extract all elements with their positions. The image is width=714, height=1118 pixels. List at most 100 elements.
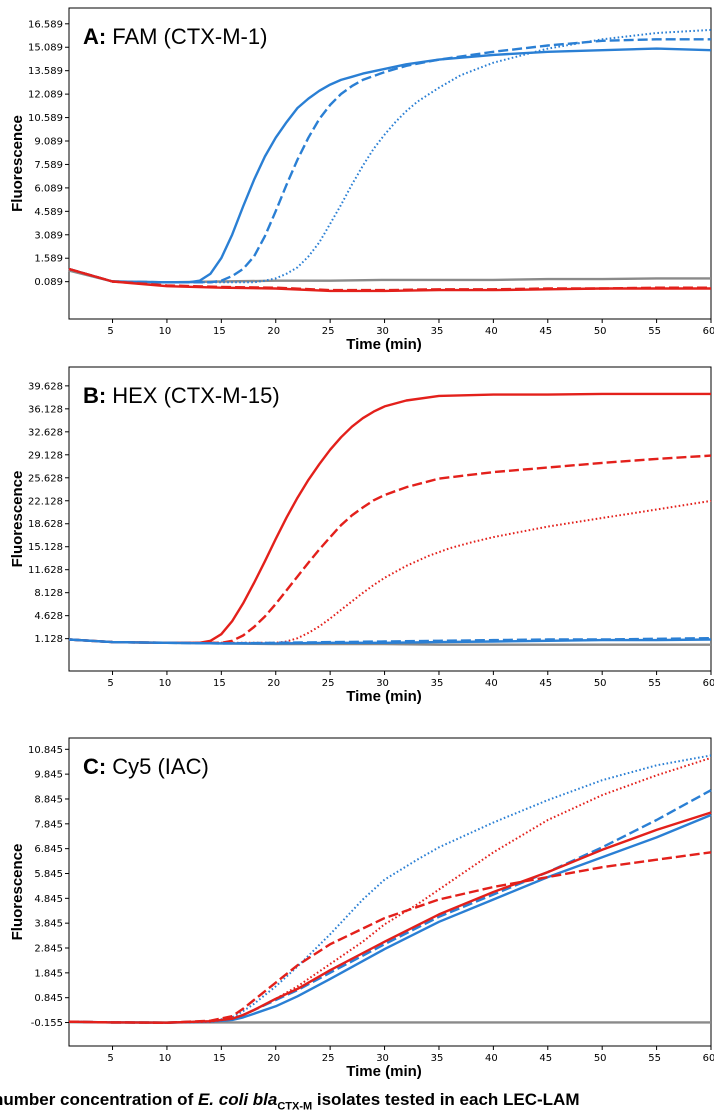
y-tick-label: 1.128 xyxy=(34,634,63,645)
y-tick-label: 0.089 xyxy=(34,277,63,288)
x-tick-label: 40 xyxy=(485,1053,498,1064)
panel-dye-target-a: FAM (CTX-M-1) xyxy=(112,24,267,49)
y-tick-label: 8.845 xyxy=(34,794,63,805)
x-tick-label: 55 xyxy=(648,678,661,689)
y-tick-label: 29.128 xyxy=(28,450,63,461)
panel-letter-b: B: xyxy=(83,383,106,408)
panel-title-b: B: HEX (CTX-M-15) xyxy=(83,383,280,408)
y-tick-label: 0.845 xyxy=(34,993,63,1004)
figure-canvas: 0.089 1.589 3.089 4.589 6.089 7.589 9.089 10.58… xyxy=(9,7,714,1080)
x-axis-title: Time (min) xyxy=(346,688,422,705)
x-axis-title: Time (min) xyxy=(346,1063,422,1080)
series-line-ctx-m-1-dashed xyxy=(68,38,711,284)
x-tick-label: 20 xyxy=(267,1053,280,1064)
y-tick-label: 32.628 xyxy=(28,427,63,438)
series-line-ctx-m-1-solid xyxy=(68,47,712,284)
y-tick-label: 25.628 xyxy=(28,473,63,484)
y-tick-label: 9.845 xyxy=(34,770,63,781)
x-tick-label: 5 xyxy=(107,678,113,689)
panel-a-fam: 0.089 1.589 3.089 4.589 6.089 7.589 9.089 10.58… xyxy=(9,7,714,353)
x-tick-label: 25 xyxy=(322,678,335,689)
panel-dye-target-c: Cy5 (IAC) xyxy=(112,754,209,779)
plot-area-frame xyxy=(68,737,712,1047)
y-tick-label: 16.589 xyxy=(28,19,63,30)
y-tick-label: 9.089 xyxy=(34,137,63,148)
x-tick-label: 50 xyxy=(594,678,607,689)
x-tick-label: 50 xyxy=(594,1053,607,1064)
y-tick-label: 11.628 xyxy=(28,565,63,576)
x-tick-label: 25 xyxy=(322,326,335,337)
y-tick-label: 36.128 xyxy=(28,404,63,415)
x-tick-label: 30 xyxy=(376,1053,389,1064)
panel-b-hex: 1.128 4.628 8.128 11.628 15.128 18.628 22.128 2… xyxy=(9,366,714,705)
x-tick-label: 45 xyxy=(539,326,552,337)
x-tick-label: 55 xyxy=(648,326,661,337)
x-tick-label: 35 xyxy=(431,1053,444,1064)
x-tick-label: 30 xyxy=(376,326,389,337)
caption-subscript: CTX-M xyxy=(277,1100,313,1113)
y-tick-label: 39.628 xyxy=(28,381,63,392)
y-tick-label: 13.589 xyxy=(28,66,63,77)
series-line-ctx-m-15-solid xyxy=(68,392,711,644)
panel-dye-target-b: HEX (CTX-M-15) xyxy=(112,383,279,408)
series-line-ctx-m-15-dotted xyxy=(68,756,712,1024)
x-tick-label: 15 xyxy=(213,1053,226,1064)
x-tick-label: 55 xyxy=(648,1053,661,1064)
series-line-ctx-m-15-dashed xyxy=(68,454,712,644)
x-tick-label: 45 xyxy=(539,678,552,689)
y-tick-label: 4.628 xyxy=(34,611,63,622)
plot-area-frame xyxy=(68,366,712,672)
y-axis-title: Fluorescence xyxy=(9,471,26,568)
x-tick-label: 10 xyxy=(159,678,172,689)
plot-area-frame xyxy=(68,7,712,320)
x-tick-label: 60 xyxy=(703,678,714,689)
caption-organism: E. coli bla xyxy=(197,1090,278,1109)
panel-letter-c: C: xyxy=(83,754,106,779)
panel-letter-a: A: xyxy=(83,24,106,49)
x-tick-label: 40 xyxy=(485,678,498,689)
y-tick-label: 7.589 xyxy=(34,160,63,171)
x-tick-label: 30 xyxy=(376,678,389,689)
y-tick-label: -0.155 xyxy=(31,1018,63,1029)
y-tick-label: 12.089 xyxy=(28,90,63,101)
x-tick-label: 50 xyxy=(594,326,607,337)
x-tick-label: 5 xyxy=(107,1053,113,1064)
y-tick-label: 10.845 xyxy=(28,745,63,756)
series-line-ctx-m-15-dashed xyxy=(68,851,712,1024)
y-tick-label: 4.589 xyxy=(34,207,63,218)
y-tick-label: 4.845 xyxy=(34,894,63,905)
x-tick-label: 15 xyxy=(213,326,226,337)
x-tick-label: 25 xyxy=(322,1053,335,1064)
series-line-ctx-m-15-dashed xyxy=(68,267,711,292)
series-line-ctx-m-1-dotted xyxy=(68,28,712,284)
caption-suffix: isolates tested in each LEC-LAM xyxy=(312,1090,580,1109)
y-tick-label: 10.589 xyxy=(28,113,63,124)
y-tick-label: 22.128 xyxy=(28,496,63,507)
series-line-ctx-m-15-dotted xyxy=(68,499,712,644)
series-line-ctx-m-1-dashed xyxy=(68,637,712,645)
y-tick-label: 1.589 xyxy=(34,254,63,265)
y-tick-label: 18.628 xyxy=(28,519,63,530)
caption-prefix: number concentration of xyxy=(0,1090,198,1109)
x-tick-label: 10 xyxy=(159,326,172,337)
x-tick-label: 35 xyxy=(431,326,444,337)
y-tick-label: 8.128 xyxy=(34,588,63,599)
y-tick-label: 5.845 xyxy=(34,869,63,880)
y-tick-label: 6.089 xyxy=(34,183,63,194)
figure-caption: number concentration of E. coli blaCTX-M… xyxy=(0,1090,714,1112)
panel-title-c: C: Cy5 (IAC) xyxy=(83,754,209,779)
y-tick-label: 7.845 xyxy=(34,819,63,830)
panel-title-a: A: FAM (CTX-M-1) xyxy=(83,24,267,49)
y-axis-title: Fluorescence xyxy=(9,115,26,212)
x-tick-label: 45 xyxy=(539,1053,552,1064)
x-tick-label: 60 xyxy=(703,326,714,337)
x-tick-label: 20 xyxy=(267,678,280,689)
x-axis-title: Time (min) xyxy=(346,336,422,353)
x-tick-label: 35 xyxy=(431,678,444,689)
y-tick-label: 3.845 xyxy=(34,919,63,930)
panel-c-cy5: -0.155 0.845 1.845 2.845 3.845 4.845 5.845 6.84… xyxy=(9,737,714,1080)
y-tick-label: 15.128 xyxy=(28,542,63,553)
y-tick-label: 6.845 xyxy=(34,844,63,855)
x-tick-label: 60 xyxy=(703,1053,714,1064)
y-tick-label: 3.089 xyxy=(34,230,63,241)
